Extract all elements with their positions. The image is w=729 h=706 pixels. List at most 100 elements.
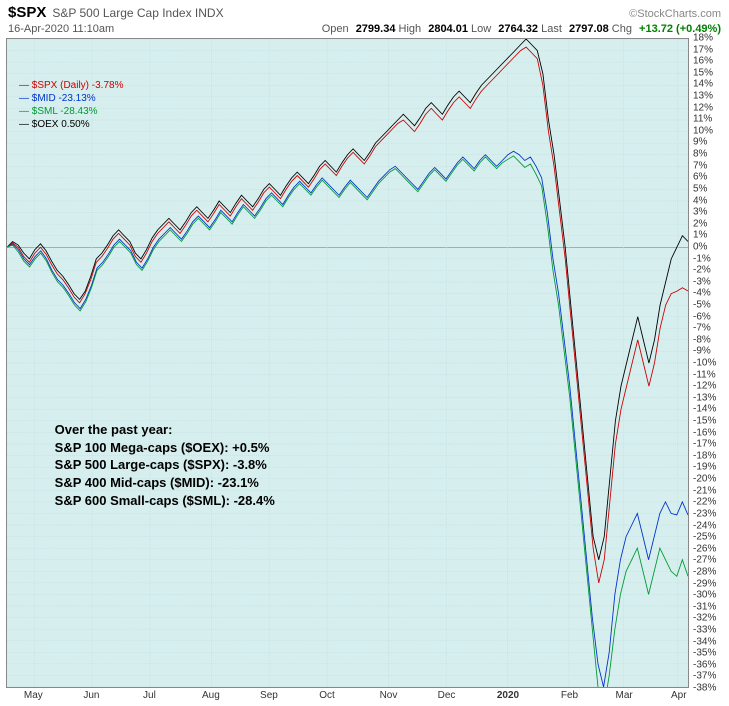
annotation-line: S&P 400 Mid-caps ($MID): -23.1% xyxy=(55,474,275,492)
annotation-title: Over the past year: xyxy=(55,421,275,439)
y-tick: 6% xyxy=(693,172,707,183)
open-label: Open xyxy=(322,23,349,35)
annotation-line: S&P 100 Mega-caps ($OEX): +0.5% xyxy=(55,439,275,457)
legend-item: — $OEX 0.50% xyxy=(19,118,123,131)
y-tick: 11% xyxy=(693,114,712,125)
y-tick: 3% xyxy=(693,207,707,218)
y-tick: -22% xyxy=(693,497,716,508)
legend-item: — $SPX (Daily) -3.78% xyxy=(19,79,123,92)
y-tick: -4% xyxy=(693,288,711,299)
y-tick: -26% xyxy=(693,543,716,554)
chg-label: Chg xyxy=(612,23,632,35)
high-value: 2804.01 xyxy=(428,23,468,35)
y-tick: -28% xyxy=(693,566,716,577)
high-label: High xyxy=(399,23,422,35)
y-tick: 14% xyxy=(693,79,713,90)
x-tick: Apr xyxy=(671,690,687,701)
y-tick: 13% xyxy=(693,91,713,102)
y-tick: -14% xyxy=(693,404,716,415)
ohlc-block: Open 2799.34 High 2804.01 Low 2764.32 La… xyxy=(322,23,721,35)
y-tick: -21% xyxy=(693,485,716,496)
chart-date: 16-Apr-2020 11:10am xyxy=(8,23,114,35)
y-tick: -27% xyxy=(693,555,716,566)
y-tick: 5% xyxy=(693,183,707,194)
ticker-symbol: $SPX xyxy=(8,4,46,21)
y-tick: -15% xyxy=(693,416,716,427)
x-tick: 2020 xyxy=(497,690,519,701)
x-tick: Sep xyxy=(260,690,278,701)
x-tick: Jul xyxy=(143,690,156,701)
x-tick: Nov xyxy=(380,690,398,701)
y-tick: -3% xyxy=(693,276,711,287)
low-value: 2764.32 xyxy=(498,23,538,35)
y-tick: -18% xyxy=(693,450,716,461)
y-tick: 17% xyxy=(693,44,713,55)
subheader: 16-Apr-2020 11:10am Open 2799.34 High 28… xyxy=(0,23,729,37)
ticker-description: S&P 500 Large Cap Index INDX xyxy=(52,6,223,20)
x-tick: Jun xyxy=(83,690,99,701)
y-tick: 7% xyxy=(693,160,707,171)
y-tick: -35% xyxy=(693,648,716,659)
y-tick: -20% xyxy=(693,474,716,485)
y-tick: -36% xyxy=(693,659,716,670)
legend: — $SPX (Daily) -3.78%— $MID -23.13%— $SM… xyxy=(19,79,123,131)
y-tick: 8% xyxy=(693,149,707,160)
y-tick: -7% xyxy=(693,323,711,334)
chart-container: $SPX S&P 500 Large Cap Index INDX ©Stock… xyxy=(0,0,729,706)
y-tick: -17% xyxy=(693,439,716,450)
y-tick: -1% xyxy=(693,253,711,264)
x-tick: Aug xyxy=(202,690,220,701)
y-tick: -19% xyxy=(693,462,716,473)
legend-item: — $SML -28.43% xyxy=(19,105,123,118)
y-tick: -24% xyxy=(693,520,716,531)
last-label: Last xyxy=(541,23,562,35)
y-tick: 12% xyxy=(693,102,713,113)
y-axis: 18%17%16%15%14%13%12%11%10%9%8%7%6%5%4%3… xyxy=(691,38,729,688)
y-tick: -32% xyxy=(693,613,716,624)
y-tick: 0% xyxy=(693,241,707,252)
plot-area: — $SPX (Daily) -3.78%— $MID -23.13%— $SM… xyxy=(6,38,689,688)
y-tick: -38% xyxy=(693,683,716,694)
open-value: 2799.34 xyxy=(356,23,396,35)
y-tick: -8% xyxy=(693,334,711,345)
x-tick: Oct xyxy=(319,690,335,701)
y-tick: -23% xyxy=(693,508,716,519)
x-tick: Dec xyxy=(438,690,456,701)
y-tick: 15% xyxy=(693,67,713,78)
y-tick: -5% xyxy=(693,299,711,310)
last-value: 2797.08 xyxy=(569,23,609,35)
y-tick: -33% xyxy=(693,624,716,635)
y-tick: -25% xyxy=(693,532,716,543)
series-MID xyxy=(7,151,688,687)
y-tick: -13% xyxy=(693,392,716,403)
y-tick: 16% xyxy=(693,56,713,67)
y-tick: -10% xyxy=(693,358,716,369)
y-tick: -6% xyxy=(693,311,711,322)
header-left: $SPX S&P 500 Large Cap Index INDX xyxy=(8,4,224,21)
x-tick: Mar xyxy=(615,690,632,701)
y-tick: -12% xyxy=(693,381,716,392)
y-tick: -11% xyxy=(693,369,716,380)
y-tick: -31% xyxy=(693,601,716,612)
y-tick: -9% xyxy=(693,346,711,357)
annotation: Over the past year:S&P 100 Mega-caps ($O… xyxy=(55,421,275,509)
y-tick: -30% xyxy=(693,590,716,601)
plot-svg xyxy=(7,39,688,687)
header: $SPX S&P 500 Large Cap Index INDX ©Stock… xyxy=(0,0,729,23)
x-tick: Feb xyxy=(561,690,578,701)
y-tick: 1% xyxy=(693,230,707,241)
y-tick: -29% xyxy=(693,578,716,589)
y-tick: 10% xyxy=(693,125,713,136)
y-tick: 2% xyxy=(693,218,707,229)
y-tick: 4% xyxy=(693,195,707,206)
low-label: Low xyxy=(471,23,491,35)
annotation-line: S&P 600 Small-caps ($SML): -28.4% xyxy=(55,492,275,510)
annotation-line: S&P 500 Large-caps ($SPX): -3.8% xyxy=(55,456,275,474)
y-tick: -37% xyxy=(693,671,716,682)
y-tick: -2% xyxy=(693,265,711,276)
legend-item: — $MID -23.13% xyxy=(19,92,123,105)
x-tick: May xyxy=(24,690,43,701)
y-tick: 9% xyxy=(693,137,707,148)
y-tick: -16% xyxy=(693,427,716,438)
x-axis: May Jun Jul Aug Sep Oct Nov Dec 2020 Feb Mar Apr xyxy=(6,690,689,704)
